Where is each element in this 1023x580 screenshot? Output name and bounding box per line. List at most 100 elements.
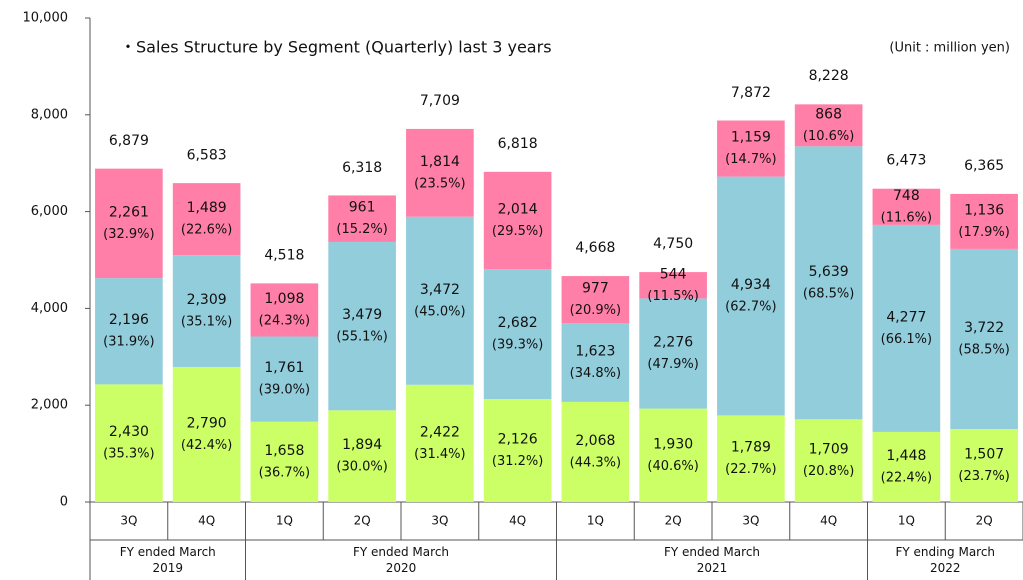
total-label: 4,518 xyxy=(264,247,304,263)
share-label: (31.4%) xyxy=(414,447,465,462)
group-label: FY ended March 2020 xyxy=(352,545,450,575)
value-label: 1,448 xyxy=(886,448,926,464)
share-label: (11.5%) xyxy=(647,289,698,304)
x-tick-label: 4Q xyxy=(509,514,526,528)
x-tick-label: 2Q xyxy=(665,514,682,528)
value-label: 1,789 xyxy=(731,440,771,456)
bar-segment xyxy=(483,399,552,502)
bar-segment xyxy=(250,336,319,422)
x-tick-label: 3Q xyxy=(120,514,137,528)
unit-note: (Unit : million yen) xyxy=(889,41,1010,56)
group-label: FY ending March 2022 xyxy=(895,545,996,575)
value-label: 2,196 xyxy=(109,312,149,328)
share-label: (44.3%) xyxy=(570,455,621,470)
share-label: (45.0%) xyxy=(414,304,465,319)
total-label: 6,318 xyxy=(342,160,382,176)
total-label: 6,473 xyxy=(886,153,926,169)
value-label: 748 xyxy=(893,188,920,204)
y-tick-label: 0 xyxy=(60,495,68,510)
value-label: 1,623 xyxy=(575,344,615,360)
x-tick-label: 4Q xyxy=(198,514,215,528)
value-label: 2,682 xyxy=(498,315,538,331)
share-label: (31.2%) xyxy=(492,454,543,469)
value-label: 1,489 xyxy=(187,200,227,216)
share-label: (24.3%) xyxy=(259,313,310,328)
bar-segment xyxy=(794,419,863,502)
group-label: FY ended March 2019 xyxy=(119,545,216,575)
value-label: 2,309 xyxy=(187,292,227,308)
value-label: 2,276 xyxy=(653,335,693,351)
group-label: FY ended March 2021 xyxy=(663,545,761,575)
share-label: (40.6%) xyxy=(647,459,698,474)
share-label: (32.9%) xyxy=(103,227,154,242)
y-tick-label: 6,000 xyxy=(31,204,68,219)
value-label: 2,068 xyxy=(575,433,615,449)
total-label: 6,818 xyxy=(498,136,538,152)
value-label: 2,014 xyxy=(498,202,538,218)
value-label: 868 xyxy=(815,106,842,122)
share-label: (58.5%) xyxy=(958,342,1009,357)
share-label: (17.9%) xyxy=(958,225,1009,240)
bar-segment xyxy=(639,408,707,502)
bar-segment xyxy=(483,269,552,400)
total-label: 7,872 xyxy=(731,85,771,101)
bar-segment xyxy=(561,276,630,324)
bar-segment xyxy=(172,366,241,502)
bar-segment xyxy=(794,104,863,147)
total-label: 4,668 xyxy=(575,240,615,256)
x-tick-label: 1Q xyxy=(587,514,604,528)
bar-segment xyxy=(561,401,630,502)
share-label: (10.6%) xyxy=(803,129,854,144)
total-label: 4,750 xyxy=(653,236,693,252)
value-label: 3,722 xyxy=(964,320,1004,336)
value-label: 3,472 xyxy=(420,282,460,298)
bar-segment xyxy=(794,146,863,420)
share-label: (29.5%) xyxy=(492,224,543,239)
value-label: 1,814 xyxy=(420,154,460,170)
share-label: (62.7%) xyxy=(725,300,776,315)
share-label: (22.4%) xyxy=(881,470,932,485)
total-label: 6,879 xyxy=(109,133,149,149)
share-label: (23.5%) xyxy=(414,176,465,191)
value-label: 2,261 xyxy=(109,204,149,220)
share-label: (68.5%) xyxy=(803,286,854,301)
bar-segment xyxy=(483,171,552,270)
value-label: 5,639 xyxy=(809,264,849,280)
share-label: (15.2%) xyxy=(336,222,387,237)
value-label: 1,136 xyxy=(964,202,1004,218)
share-label: (23.7%) xyxy=(958,469,1009,484)
y-tick-label: 8,000 xyxy=(31,107,68,122)
x-tick-label: 3Q xyxy=(742,514,759,528)
share-label: (39.3%) xyxy=(492,338,543,353)
x-tick-label: 1Q xyxy=(898,514,915,528)
bar-segment xyxy=(250,421,319,502)
total-label: 6,365 xyxy=(964,158,1004,174)
bar-segment xyxy=(95,278,163,385)
bar-segment xyxy=(406,128,474,217)
bar-segment xyxy=(250,283,319,337)
value-label: 2,430 xyxy=(109,424,149,440)
bar-segment xyxy=(717,120,785,177)
chart-title: ・Sales Structure by Segment (Quarterly) … xyxy=(120,38,552,57)
bar-segment xyxy=(872,188,941,225)
value-label: 1,098 xyxy=(264,291,304,307)
share-label: (55.1%) xyxy=(336,330,387,345)
bar-segment xyxy=(561,323,630,402)
bar-segment xyxy=(950,429,1018,502)
bar-segment xyxy=(95,168,163,279)
total-label: 6,583 xyxy=(187,147,227,163)
bar-segment xyxy=(328,195,396,242)
bar-segment xyxy=(172,183,241,256)
value-label: 1,507 xyxy=(964,447,1004,463)
bar-segment xyxy=(717,415,785,502)
value-label: 1,709 xyxy=(809,442,849,458)
share-label: (47.9%) xyxy=(647,357,698,372)
value-label: 977 xyxy=(582,281,609,297)
bar-segment xyxy=(950,248,1018,430)
bar-segment xyxy=(717,176,785,416)
bar-segment xyxy=(639,272,707,299)
bar-segment xyxy=(328,410,396,502)
share-label: (35.1%) xyxy=(181,315,232,330)
